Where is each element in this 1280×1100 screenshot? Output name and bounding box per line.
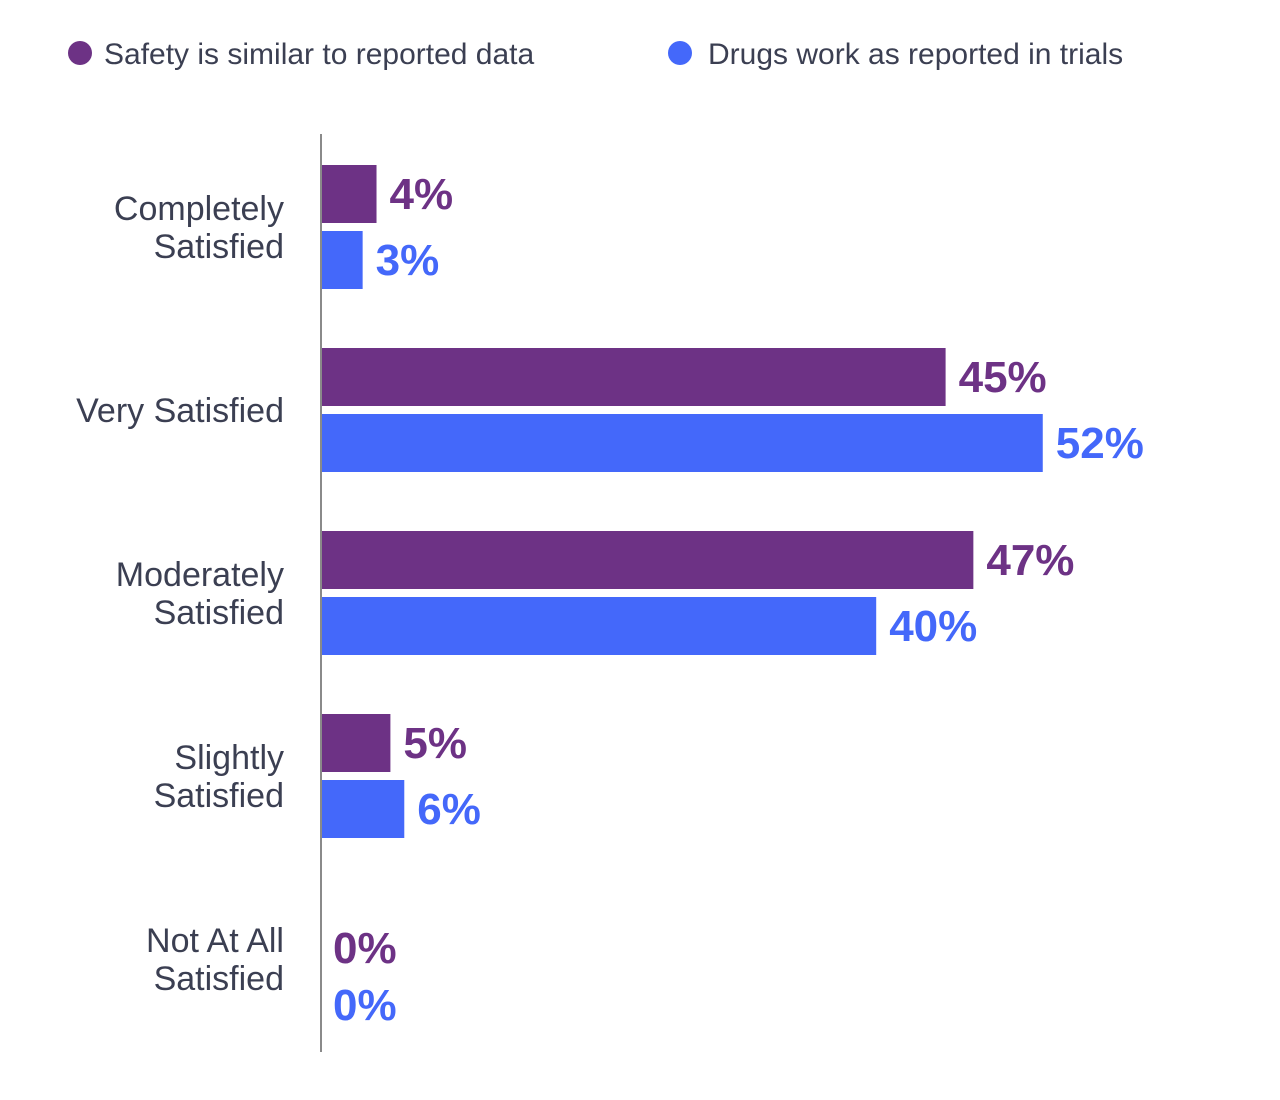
chart-bars [321,165,1043,838]
value-label-series1-cat3: 47% [986,536,1074,585]
bar-series1-cat3 [321,531,974,589]
category-label-4-line-1: Slightly [174,739,284,777]
bar-series1-cat1 [321,165,377,223]
bar-series1-cat4 [321,714,391,772]
legend-label-2: Drugs work as reported in trials [708,38,1123,71]
value-label-series1-cat2: 45% [959,353,1047,402]
value-labels: 4% 3% 45%52% 47%40% 5% 6% 0% 0% [333,170,1144,1030]
value-label-series2-cat4: 6% [417,785,481,834]
value-label-series2-cat2: 52% [1056,419,1144,468]
chart-legend: Safety is similar to reported data Drugs … [68,38,1123,71]
bar-series2-cat4 [321,780,405,838]
bar-series2-cat3 [321,597,877,655]
legend-label-1: Safety is similar to reported data [104,38,535,71]
category-label-1-line-1: Completely [114,190,284,228]
value-label-series1-cat5: 0% [333,924,397,973]
category-label-4-line-2: Satisfied [154,777,284,815]
category-label-3-line-1: Moderately [116,556,284,594]
category-label-5-line-2: Satisfied [154,960,284,998]
value-label-series2-cat5: 0% [333,981,397,1030]
category-label-3-line-2: Satisfied [154,594,284,632]
bar-series1-cat2 [321,348,946,406]
value-label-series2-cat3: 40% [889,602,977,651]
bar-series2-cat2 [321,414,1043,472]
value-label-series1-cat4: 5% [403,719,467,768]
legend-marker-1 [68,41,92,65]
value-label-series1-cat1: 4% [390,170,454,219]
legend-marker-2 [668,41,692,65]
category-label-1-line-2: Satisfied [154,228,284,266]
value-label-series2-cat1: 3% [376,236,440,285]
category-label-2: Very Satisfied [76,392,284,430]
bar-series2-cat1 [321,231,363,289]
category-label-5-line-1: Not At All [146,922,284,960]
